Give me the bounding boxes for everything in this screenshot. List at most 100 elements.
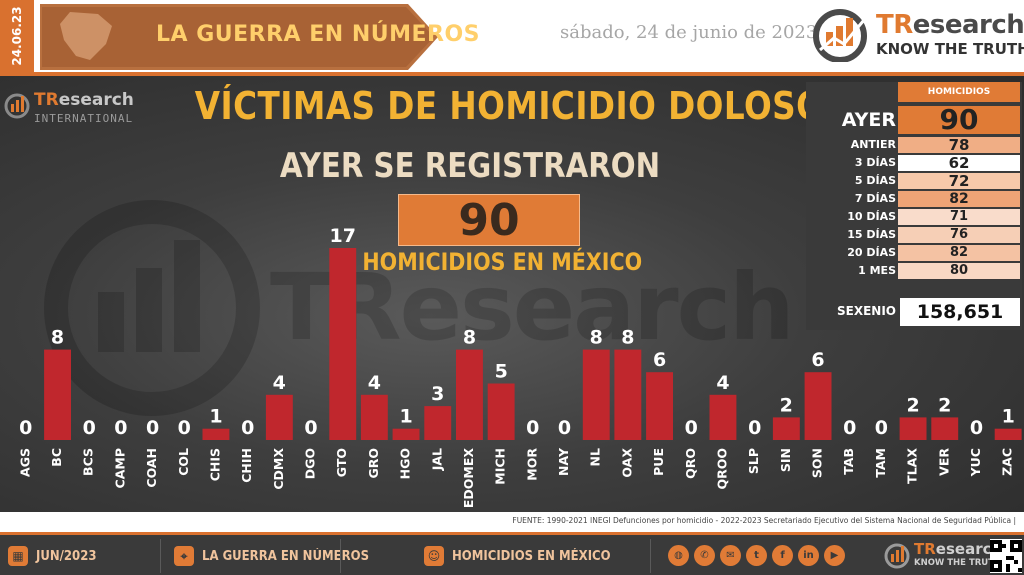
chart-title: VÍCTIMAS DE HOMICIDIO DOLOSO: [194, 84, 825, 128]
data-label-bc: 8: [51, 327, 64, 349]
stats-table: HOMICIDIOS AYER 90 ANTIER 78 3 DÍAS 62 5 DÍAS 7…: [806, 82, 1022, 330]
title-banner: LA GUERRA EN NÚMEROS: [40, 4, 480, 70]
stats-row: AYER 90: [806, 106, 1022, 134]
tick-label-bc: BC: [49, 448, 64, 467]
intl-logo-brand: TResearch: [34, 90, 134, 110]
data-label-hgo: 1: [399, 406, 412, 428]
stats-row: ANTIER 78: [806, 137, 1022, 153]
data-label-cdmx: 4: [273, 372, 286, 394]
bar-tlax: [899, 417, 927, 440]
tick-label-son: SON: [810, 448, 825, 478]
footer-item-section[interactable]: ⌖ LA GUERRA EN NÚMEROS: [174, 544, 388, 568]
data-label-ver: 2: [938, 394, 951, 416]
stats-row-value: 62: [898, 155, 1020, 171]
footer-item-month: ▦ JUN/2023: [8, 544, 103, 568]
data-label-jal: 3: [431, 383, 444, 405]
watermark-text: TResearch: [270, 254, 795, 361]
total-caption: HOMICIDIOS EN MÉXICO: [362, 248, 643, 276]
data-label-mor: 0: [526, 417, 539, 439]
header: 24.06.23 LA GUERRA EN NÚMEROS sábado, 24…: [0, 0, 1024, 76]
bar-cdmx: [265, 394, 293, 440]
data-label-bcs: 0: [83, 417, 96, 439]
stats-row-value: 90: [898, 106, 1020, 134]
header-date: sábado, 24 de junio de 2023: [560, 22, 818, 43]
data-label-gro: 4: [368, 372, 381, 394]
youtube-icon[interactable]: ▶: [824, 545, 845, 566]
total-homicides-box: 90: [398, 194, 580, 246]
source-line: FUENTE: 1990-2021 INEGI Defunciones por …: [0, 512, 1024, 532]
data-label-pue: 6: [653, 349, 666, 371]
bar-zac: [994, 428, 1022, 440]
stats-row: 3 DÍAS 62: [806, 155, 1022, 171]
sexenio-row: SEXENIO 158,651: [806, 298, 1022, 326]
footer-month-label: JUN/2023: [36, 548, 97, 564]
tresearch-logo[interactable]: TResearch KNOW THE TRUTH: [812, 6, 1024, 66]
footer-separator: [160, 539, 161, 573]
bar-mich: [487, 383, 515, 440]
sexenio-label: SEXENIO: [837, 304, 896, 318]
tick-label-zac: ZAC: [1000, 448, 1015, 476]
email-icon[interactable]: ✉: [720, 545, 741, 566]
watermark: TResearch: [40, 196, 800, 416]
tick-label-ver: VER: [936, 448, 951, 476]
date-code: 24.06.23: [10, 6, 24, 66]
stats-header: HOMICIDIOS: [898, 82, 1020, 102]
tick-label-chih: CHIH: [239, 448, 254, 483]
logo-tagline: KNOW THE TRUTH: [876, 40, 1024, 58]
tick-label-jal: JAL: [429, 448, 444, 471]
data-label-nl: 8: [590, 327, 603, 349]
data-label-gto: 17: [329, 225, 355, 247]
qr-code[interactable]: [990, 539, 1022, 573]
stats-row-value: 76: [898, 227, 1020, 243]
data-label-slp: 0: [748, 417, 761, 439]
social-links: ◍ ✆ ✉ t f in ▶: [668, 545, 845, 566]
bar-sin: [772, 417, 800, 440]
linkedin-icon[interactable]: in: [798, 545, 819, 566]
twitter-icon[interactable]: t: [746, 545, 767, 566]
stats-row-label: 1 MES: [858, 264, 896, 277]
bar-son: [804, 372, 832, 440]
footer-separator: [340, 539, 341, 573]
data-label-ags: 0: [19, 417, 32, 439]
data-label-nay: 0: [558, 417, 571, 439]
bar-gto: [329, 248, 357, 440]
whatsapp-icon[interactable]: ✆: [694, 545, 715, 566]
data-label-coah: 0: [146, 417, 159, 439]
data-label-son: 6: [811, 349, 824, 371]
data-label-sin: 2: [780, 394, 793, 416]
stats-row-label: 10 DÍAS: [847, 210, 896, 223]
bar-edomex: [456, 349, 483, 440]
footer-logo[interactable]: TResearch KNOW THE TRUTH: [884, 540, 1002, 572]
tick-label-tam: TAM: [873, 448, 888, 478]
logo-brand: TResearch: [876, 10, 1024, 40]
stats-row-label: AYER: [841, 109, 896, 131]
tresearch-small-logo-icon: [4, 93, 30, 119]
bar-bc: [44, 349, 71, 440]
stats-row-value: 82: [898, 245, 1020, 261]
bar-oax: [614, 349, 642, 440]
stats-row-label: ANTIER: [850, 138, 896, 151]
stats-row-label: 20 DÍAS: [847, 246, 896, 259]
stats-row-label: 3 DÍAS: [854, 156, 896, 169]
stats-row-label: 15 DÍAS: [847, 228, 896, 241]
globe-icon[interactable]: ◍: [668, 545, 689, 566]
footer-item-topic[interactable]: ☺ HOMICIDIOS EN MÉXICO: [424, 544, 628, 568]
sexenio-value: 158,651: [900, 298, 1020, 326]
main-panel: TResearch TResearch INTERNATIONAL VÍCTIM…: [0, 76, 1024, 512]
qr-code-icon: [990, 540, 1022, 572]
footer-section-label: LA GUERRA EN NÚMEROS: [202, 548, 370, 564]
stats-row-value: 82: [898, 191, 1020, 207]
tick-label-sin: SIN: [778, 448, 793, 472]
bar-nl: [582, 349, 610, 440]
facebook-icon[interactable]: f: [772, 545, 793, 566]
data-label-tab: 0: [843, 417, 856, 439]
footer-logo-tagline: KNOW THE TRUTH: [914, 558, 1002, 568]
bar-gro: [360, 394, 388, 440]
chart-subtitle: AYER SE REGISTRARON: [279, 146, 661, 186]
stats-row-value: 72: [898, 173, 1020, 189]
bar-chart: 0 AGS 8 BC 0 BCS 0 CAMP 0 COAH 0 COL 1 CHIS 0 CHIH 4 CDMX…: [17, 225, 1022, 508]
data-label-qroo: 4: [716, 372, 729, 394]
bar-ver: [931, 417, 959, 440]
tresearch-international-logo: TResearch INTERNATIONAL: [4, 90, 134, 130]
stats-row: 15 DÍAS 76: [806, 227, 1022, 243]
